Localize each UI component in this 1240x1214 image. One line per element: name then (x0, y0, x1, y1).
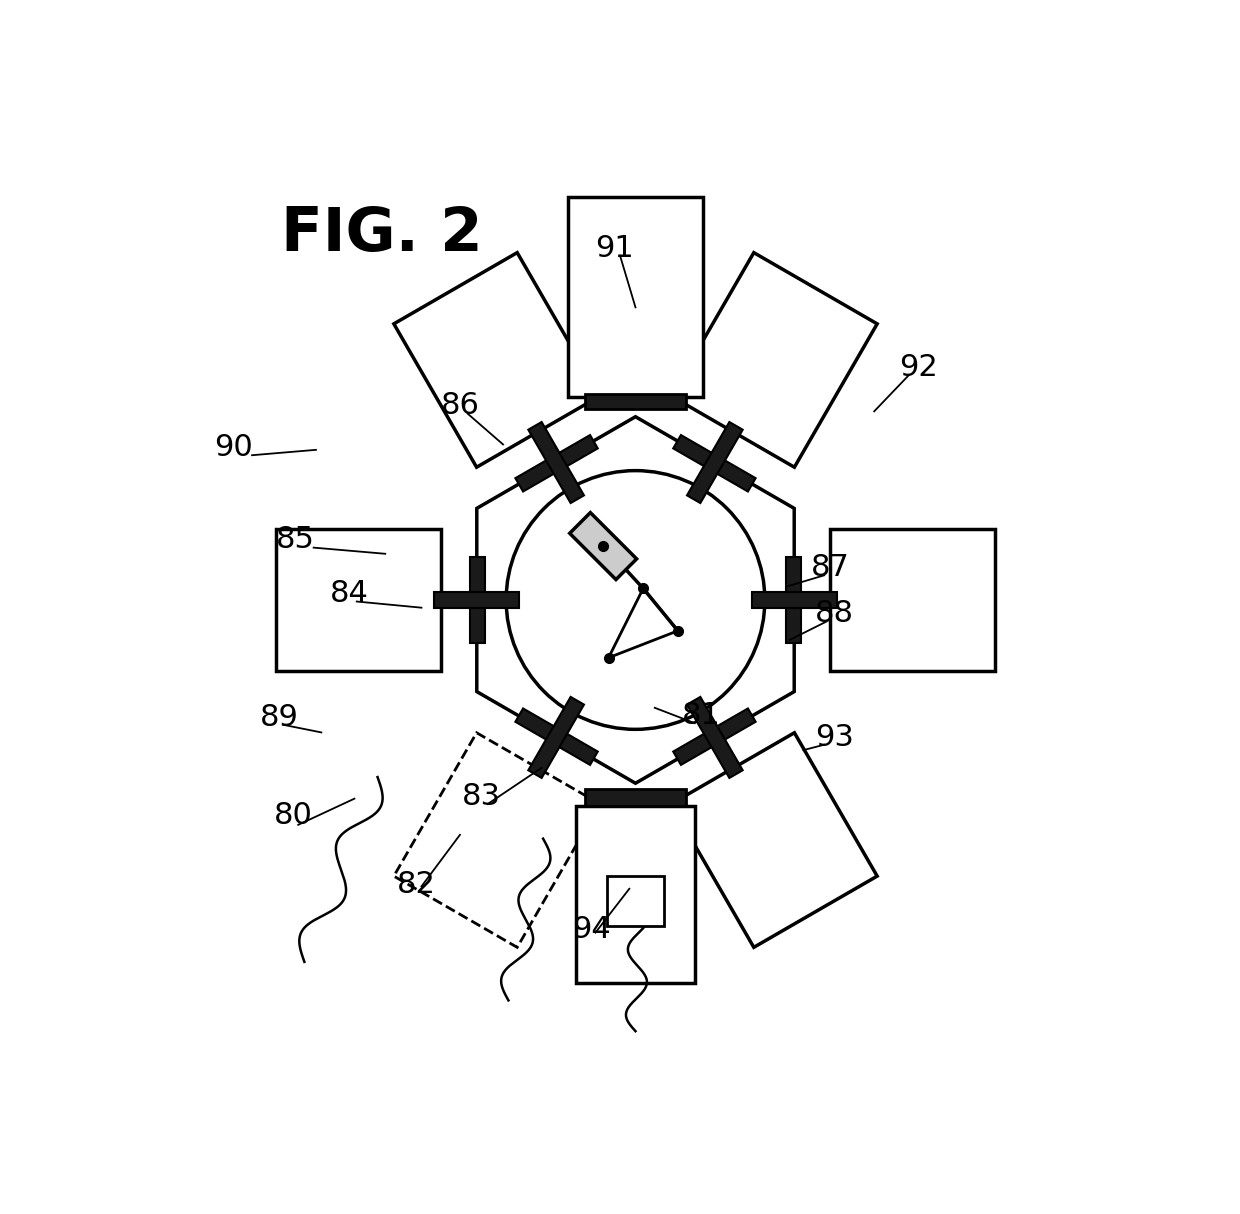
Text: 88: 88 (815, 600, 853, 629)
Text: 80: 80 (273, 801, 312, 830)
Polygon shape (528, 697, 584, 778)
Text: 84: 84 (330, 579, 368, 608)
Polygon shape (470, 557, 485, 643)
Polygon shape (528, 422, 584, 503)
Text: 82: 82 (397, 870, 435, 900)
Polygon shape (477, 416, 794, 783)
Polygon shape (673, 709, 755, 765)
Polygon shape (394, 733, 600, 947)
Text: 93: 93 (815, 722, 853, 751)
Polygon shape (394, 253, 600, 467)
Polygon shape (568, 197, 703, 397)
Circle shape (506, 471, 765, 730)
Bar (606, 875, 665, 926)
Polygon shape (687, 697, 743, 778)
Text: 92: 92 (899, 353, 939, 382)
Text: 94: 94 (572, 915, 611, 944)
Polygon shape (585, 393, 686, 409)
Polygon shape (585, 789, 686, 806)
Text: 83: 83 (463, 782, 501, 811)
Text: 86: 86 (441, 391, 480, 420)
Text: 90: 90 (215, 433, 253, 463)
Text: 85: 85 (275, 526, 315, 555)
Text: 87: 87 (811, 554, 849, 583)
Polygon shape (673, 435, 755, 492)
Polygon shape (830, 529, 996, 671)
Polygon shape (516, 709, 598, 765)
Text: 89: 89 (260, 703, 299, 732)
Polygon shape (569, 512, 636, 579)
Text: FIG. 2: FIG. 2 (281, 205, 484, 263)
Polygon shape (434, 592, 520, 608)
Text: 81: 81 (682, 700, 720, 730)
Polygon shape (671, 253, 877, 467)
Polygon shape (786, 557, 801, 643)
Polygon shape (275, 529, 441, 671)
Polygon shape (575, 806, 696, 983)
Polygon shape (671, 733, 877, 947)
Polygon shape (687, 422, 743, 503)
Polygon shape (516, 435, 598, 492)
Text: 91: 91 (595, 233, 634, 262)
Polygon shape (609, 589, 678, 658)
Polygon shape (751, 592, 837, 608)
